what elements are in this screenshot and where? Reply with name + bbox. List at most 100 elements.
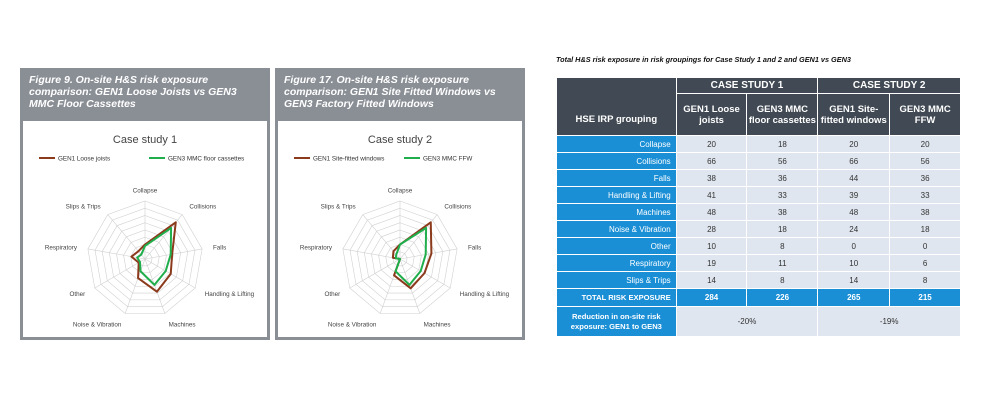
legend-entry: GEN1 Site-fitted windows	[313, 156, 384, 163]
radar-chart-container: Case study 1 GEN1 Loose joists GEN3 MMC fl…	[23, 121, 267, 337]
row-label: Falls	[556, 169, 677, 187]
grid-ring	[87, 200, 203, 314]
table-cell: 18	[746, 135, 819, 153]
grid-ring	[356, 215, 444, 301]
row-label: Collapse	[556, 135, 677, 153]
series-line-gen3	[394, 226, 428, 286]
radar-chart-container: Case study 2 GEN1 Site-fitted windows GEN3…	[278, 121, 522, 337]
table-cell: 33	[889, 186, 961, 204]
axis-label: Handling & Lifting	[205, 291, 255, 298]
axis-label: Falls	[468, 245, 481, 252]
axis-label: Machines	[169, 321, 196, 328]
table-cell: 10	[675, 237, 748, 255]
table-cell: 38	[675, 169, 748, 187]
radar-chart-case-study-2: Case study 2 GEN1 Site-fitted windows GEN3…	[294, 134, 510, 328]
column-header: GEN1 Site-fitted windows	[817, 93, 891, 136]
table-cell: 48	[675, 203, 748, 221]
table-row: Falls 38 36 44 36	[556, 169, 961, 187]
axis-label: Machines	[424, 321, 451, 328]
table-cell: 0	[817, 237, 891, 255]
table-row: Other 10 8 0 0	[556, 237, 961, 255]
table-cell: 38	[746, 203, 819, 221]
legend-entry: GEN3 MMC FFW	[423, 156, 472, 163]
table-row: Noise & Vibration 28 18 24 18	[556, 220, 961, 238]
grid-spoke	[144, 248, 203, 260]
column-header: GEN3 MMC floor cassettes	[746, 93, 819, 136]
total-value: 226	[746, 288, 819, 307]
total-value: 284	[675, 288, 748, 307]
grid-ring	[392, 251, 408, 267]
grid-spoke	[144, 258, 166, 314]
table-cell: 14	[817, 271, 891, 289]
row-label: Noise & Vibration	[556, 220, 677, 238]
axis-label: Respiratory	[300, 245, 333, 252]
table-cell: 10	[817, 254, 891, 272]
reduction-value-case-study-2: -19%	[817, 306, 961, 337]
row-header-grouping: HSE IRP grouping	[556, 77, 677, 136]
grid-spoke	[124, 258, 146, 314]
grid-ring	[123, 236, 167, 280]
column-header: GEN1 Loose joists	[675, 93, 748, 136]
table-row: Respiratory 19 11 10 6	[556, 254, 961, 272]
legend-entry: GEN3 MMC floor cassettes	[168, 156, 244, 163]
axis-label: Respiratory	[45, 245, 78, 252]
table-cell: 6	[889, 254, 961, 272]
axis-label: Collisions	[189, 204, 216, 211]
table-cell: 8	[746, 237, 819, 255]
grid-spoke	[87, 248, 146, 260]
table-cell: 0	[889, 237, 961, 255]
table-cell: 14	[675, 271, 748, 289]
radar-grid	[342, 200, 458, 314]
grid-ring	[349, 207, 451, 307]
table-cell: 20	[889, 135, 961, 153]
row-label: Slips & Trips	[556, 271, 677, 289]
axis-label: Collapse	[133, 188, 158, 195]
axis-label: Collisions	[444, 204, 471, 211]
table-cell: 56	[746, 152, 819, 170]
grid-ring	[385, 244, 415, 273]
axis-label: Noise & Vibration	[328, 321, 377, 328]
table-cell: 18	[889, 220, 961, 238]
table-row: Machines 48 38 48 38	[556, 203, 961, 221]
grid-spoke	[94, 258, 146, 289]
grid-spoke	[107, 214, 146, 260]
figure-heading: Figure 9. On-site H&S risk exposure comp…	[23, 71, 267, 121]
row-label: Other	[556, 237, 677, 255]
reduction-value-case-study-1: -20%	[675, 306, 819, 337]
risk-exposure-table: HSE IRP grouping CASE STUDY 1 CASE STUDY…	[556, 77, 961, 337]
axis-label: Handling & Lifting	[460, 291, 510, 298]
grid-spoke	[399, 248, 458, 260]
table-cell: 20	[817, 135, 891, 153]
axis-label: Falls	[213, 245, 226, 252]
axis-label: Collapse	[388, 188, 413, 195]
grid-ring	[363, 222, 437, 294]
table-cell: 24	[817, 220, 891, 238]
table-cell: 36	[889, 169, 961, 187]
table-cell: 33	[746, 186, 819, 204]
table-row: Collisions 66 56 66 56	[556, 152, 961, 170]
table-row: Slips & Trips 14 8 14 8	[556, 271, 961, 289]
grid-ring	[116, 229, 174, 287]
reduction-row: Reduction in on-site risk exposure: GEN1…	[556, 306, 961, 337]
table-cell: 28	[675, 220, 748, 238]
axis-label: Noise & Vibration	[73, 321, 122, 328]
grid-ring	[94, 207, 196, 307]
table-cell: 39	[817, 186, 891, 204]
table-row: Handling & Lifting 41 33 39 33	[556, 186, 961, 204]
series-line-gen1	[130, 221, 177, 293]
table-cell: 66	[675, 152, 748, 170]
total-label: TOTAL RISK EXPOSURE	[556, 288, 677, 307]
table-cell: 41	[675, 186, 748, 204]
row-label: Handling & Lifting	[556, 186, 677, 204]
table-cell: 18	[746, 220, 819, 238]
grid-ring	[130, 244, 160, 273]
group-header-case-study-2: CASE STUDY 2	[817, 77, 961, 94]
row-label: Machines	[556, 203, 677, 221]
grid-ring	[371, 229, 429, 287]
table-cell: 11	[746, 254, 819, 272]
table-row: Collapse 20 18 20 20	[556, 135, 961, 153]
table-cell: 66	[817, 152, 891, 170]
legend-entry: GEN1 Loose joists	[58, 156, 110, 163]
table-cell: 44	[817, 169, 891, 187]
figure-panel-case-study-2: Figure 17. On-site H&S risk exposure com…	[275, 68, 525, 340]
